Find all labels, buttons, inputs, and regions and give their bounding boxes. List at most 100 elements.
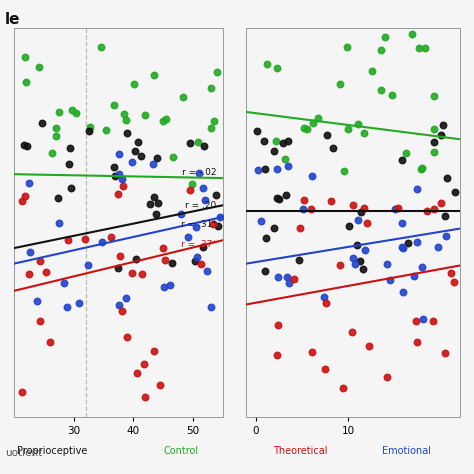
Point bbox=[300, 124, 308, 131]
Point bbox=[273, 165, 281, 173]
Point bbox=[348, 328, 356, 336]
Text: uotient: uotient bbox=[5, 448, 42, 458]
Point bbox=[199, 243, 207, 250]
Point bbox=[429, 317, 437, 324]
Point bbox=[142, 111, 149, 119]
Point bbox=[323, 131, 331, 139]
Point bbox=[441, 212, 449, 220]
Point bbox=[134, 369, 141, 377]
Point bbox=[188, 180, 195, 188]
Point bbox=[82, 235, 89, 243]
Point bbox=[193, 253, 201, 261]
Point bbox=[398, 156, 405, 164]
Point bbox=[169, 153, 177, 160]
Point bbox=[117, 253, 124, 260]
Point bbox=[118, 175, 126, 183]
Point bbox=[344, 125, 352, 133]
Point bbox=[72, 109, 80, 117]
Point bbox=[430, 138, 438, 146]
Point bbox=[135, 138, 142, 146]
Point bbox=[42, 268, 50, 275]
Point bbox=[360, 129, 368, 137]
Text: Proprioceptive: Proprioceptive bbox=[17, 447, 87, 456]
Point bbox=[430, 205, 438, 213]
Point bbox=[444, 174, 451, 182]
Point bbox=[26, 248, 34, 256]
Point bbox=[413, 338, 420, 346]
Point bbox=[284, 162, 292, 170]
Point bbox=[18, 197, 26, 205]
Point bbox=[123, 129, 131, 137]
Point bbox=[336, 80, 344, 87]
Point bbox=[203, 267, 211, 274]
Point bbox=[210, 118, 218, 125]
Point bbox=[451, 188, 459, 195]
Point bbox=[20, 141, 28, 149]
Point bbox=[52, 133, 60, 140]
Point bbox=[341, 167, 348, 175]
Point bbox=[254, 166, 261, 174]
Point bbox=[192, 223, 200, 230]
Point bbox=[363, 219, 371, 227]
Point bbox=[442, 232, 449, 240]
Point bbox=[358, 209, 365, 216]
Point bbox=[85, 128, 92, 135]
Point bbox=[98, 238, 106, 246]
Point bbox=[386, 276, 394, 284]
Point bbox=[36, 258, 44, 265]
Point bbox=[130, 81, 137, 88]
Point bbox=[36, 317, 44, 325]
Point bbox=[337, 261, 344, 268]
Point bbox=[300, 205, 307, 213]
Point bbox=[163, 116, 170, 123]
Point bbox=[339, 384, 346, 392]
Point bbox=[314, 114, 321, 122]
Text: r = .37*: r = .37* bbox=[181, 240, 217, 249]
Point bbox=[67, 184, 75, 192]
Point bbox=[52, 125, 60, 132]
Point bbox=[38, 119, 46, 127]
Point bbox=[430, 149, 438, 156]
Point bbox=[381, 33, 388, 41]
Point bbox=[437, 200, 445, 207]
Point bbox=[215, 223, 222, 230]
Point bbox=[310, 119, 317, 127]
Point bbox=[413, 185, 420, 193]
Point bbox=[102, 127, 109, 134]
Point bbox=[274, 273, 282, 281]
Point bbox=[351, 260, 359, 268]
Point bbox=[140, 360, 148, 368]
Point bbox=[21, 192, 29, 200]
Point bbox=[161, 256, 168, 264]
Point bbox=[166, 281, 173, 289]
Point bbox=[419, 316, 427, 323]
Point bbox=[48, 149, 55, 156]
Point bbox=[400, 245, 407, 252]
Point bbox=[55, 219, 63, 227]
Point bbox=[368, 67, 375, 74]
Point bbox=[212, 191, 219, 199]
Point bbox=[272, 137, 279, 145]
Point bbox=[389, 91, 396, 99]
Point bbox=[361, 246, 368, 254]
Point bbox=[138, 270, 146, 278]
Point bbox=[200, 142, 208, 149]
Point bbox=[152, 210, 159, 218]
Point bbox=[354, 120, 362, 128]
Point bbox=[253, 128, 261, 135]
Point bbox=[111, 173, 118, 180]
Point bbox=[18, 388, 26, 396]
Point bbox=[282, 191, 289, 199]
Point bbox=[208, 124, 215, 132]
Point bbox=[295, 256, 302, 264]
Point bbox=[417, 165, 425, 173]
Point bbox=[281, 155, 289, 163]
Point bbox=[450, 278, 457, 285]
Point bbox=[438, 131, 445, 139]
Point bbox=[261, 165, 269, 173]
Point bbox=[123, 334, 130, 341]
Point bbox=[184, 233, 191, 241]
Point bbox=[208, 303, 215, 310]
Point bbox=[155, 199, 162, 207]
Point bbox=[146, 201, 154, 208]
